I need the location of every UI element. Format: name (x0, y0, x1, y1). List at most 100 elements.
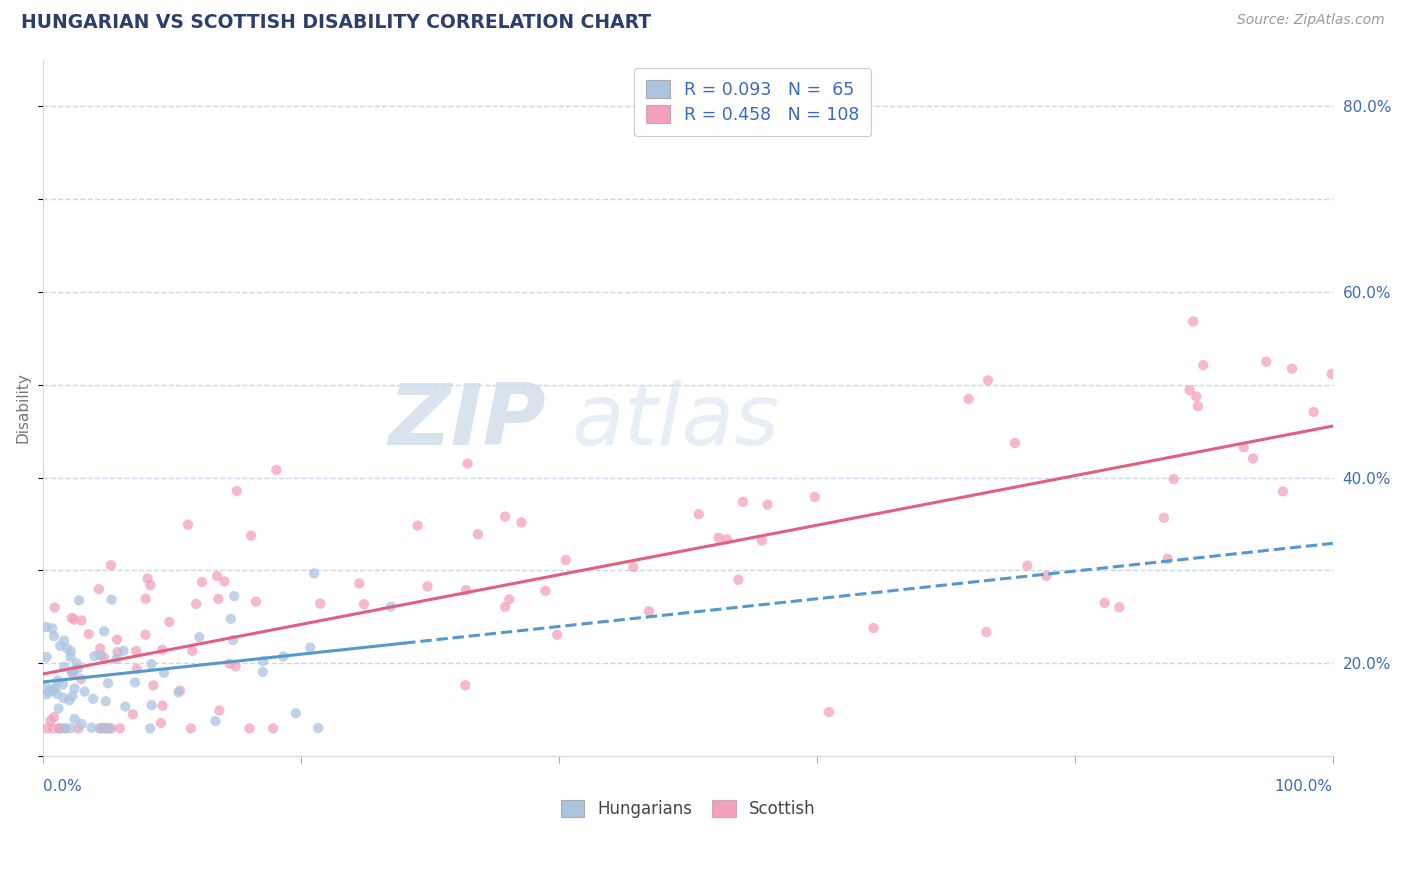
Point (49, 639, 72, 653)
Point (862, 621, 884, 635)
Point (218, 657, 240, 671)
Point (83, 649, 105, 664)
Point (467, 527, 489, 541)
Point (1094, 596, 1116, 610)
Point (284, 706, 307, 721)
Point (94, 694, 117, 708)
Point (454, 678, 477, 692)
Text: HUNGARIAN VS SCOTTISH DISABILITY CORRELATION CHART: HUNGARIAN VS SCOTTISH DISABILITY CORRELA… (21, 13, 651, 32)
Point (152, 698, 174, 713)
Point (957, 392, 980, 406)
Point (534, 583, 557, 598)
Point (494, 509, 516, 524)
Point (105, 652, 128, 666)
Point (121, 707, 143, 722)
Point (67, 722, 90, 736)
Y-axis label: Disability: Disability (15, 373, 30, 443)
Point (100, 722, 122, 736)
Point (181, 644, 204, 658)
Point (1185, 390, 1208, 404)
Point (35, 650, 58, 665)
Point (42, 710, 65, 724)
Point (96, 722, 118, 736)
Point (299, 640, 322, 655)
Point (60, 611, 83, 625)
Point (80, 721, 103, 735)
Point (208, 704, 231, 718)
Point (1320, 367, 1343, 381)
Point (38, 684, 60, 698)
Point (149, 716, 172, 731)
Point (1156, 551, 1178, 566)
Point (1035, 569, 1057, 583)
Point (108, 722, 131, 736)
Point (457, 457, 479, 471)
Point (90, 722, 112, 736)
Point (273, 649, 295, 664)
Point (224, 589, 246, 603)
Point (41, 621, 63, 635)
Text: 100.0%: 100.0% (1275, 780, 1333, 795)
Point (353, 597, 375, 611)
Point (44, 600, 66, 615)
Point (124, 675, 146, 690)
Point (141, 657, 163, 672)
Point (70, 614, 93, 628)
Point (60, 666, 83, 681)
Point (756, 498, 779, 512)
Point (157, 615, 180, 629)
Point (225, 483, 247, 498)
Point (60, 665, 83, 679)
Point (731, 495, 754, 509)
Point (63, 712, 86, 726)
Point (39, 714, 62, 728)
Point (62, 664, 84, 678)
Point (204, 714, 226, 728)
Point (406, 518, 429, 533)
Point (73, 684, 96, 698)
Point (186, 597, 208, 611)
Point (90, 648, 112, 663)
Point (112, 644, 135, 658)
Point (87, 582, 110, 596)
Point (245, 594, 267, 608)
Point (93, 650, 115, 665)
Point (638, 604, 661, 618)
Point (82, 691, 104, 706)
Point (42, 683, 65, 698)
Point (494, 599, 516, 614)
Point (125, 644, 148, 658)
Point (1004, 436, 1026, 450)
Point (89, 722, 111, 736)
Point (48, 722, 70, 736)
Point (1108, 600, 1130, 615)
Text: atlas: atlas (572, 380, 780, 463)
Point (1163, 472, 1185, 486)
Point (1017, 558, 1039, 573)
Point (100, 592, 122, 607)
Point (262, 722, 284, 736)
Point (58, 693, 80, 707)
Point (135, 591, 157, 606)
Point (416, 579, 439, 593)
Point (52, 677, 75, 691)
Point (266, 463, 288, 477)
Point (48, 701, 70, 715)
Point (214, 574, 236, 589)
Point (66, 657, 89, 671)
Point (252, 665, 274, 679)
Point (239, 722, 262, 736)
Point (707, 531, 730, 545)
Point (35, 620, 58, 634)
Point (1187, 399, 1209, 413)
Point (751, 533, 773, 548)
Point (48, 722, 70, 736)
Point (1182, 314, 1205, 328)
Point (1192, 358, 1215, 372)
Point (114, 699, 136, 714)
Point (70, 672, 93, 686)
Point (191, 574, 214, 589)
Point (977, 373, 1000, 387)
Point (554, 553, 576, 567)
Point (302, 566, 325, 581)
